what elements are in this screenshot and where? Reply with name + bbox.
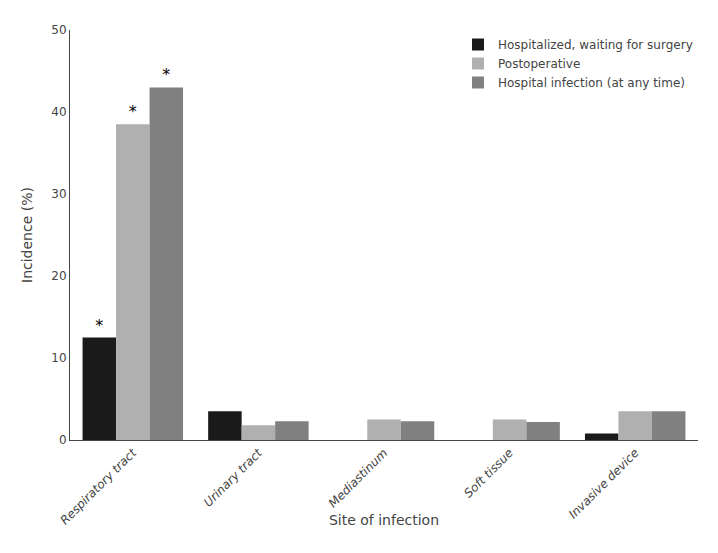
svg-text:Soft tissue: Soft tissue [461,446,516,501]
svg-text:20: 20 [51,269,66,283]
svg-text:*: * [95,316,103,335]
svg-text:30: 30 [51,187,66,201]
svg-text:50: 50 [51,23,66,37]
svg-text:*: * [129,102,137,121]
svg-text:0: 0 [59,433,67,447]
svg-text:Incidence (%): Incidence (%) [19,187,35,283]
svg-text:Postoperative: Postoperative [498,57,580,71]
svg-text:40: 40 [51,105,66,119]
svg-text:Hospital infection (at any tim: Hospital infection (at any time) [498,76,685,90]
svg-text:Invasive device: Invasive device [566,446,642,522]
svg-text:10: 10 [51,351,66,365]
svg-text:*: * [162,65,170,84]
svg-text:Site of infection: Site of infection [329,512,439,528]
svg-text:Respiratory tract: Respiratory tract [58,445,141,528]
svg-text:Mediastinum: Mediastinum [326,446,391,511]
svg-text:Hospitalized, waiting for surg: Hospitalized, waiting for surgery [498,38,693,52]
svg-text:Urinary tract: Urinary tract [201,445,266,510]
